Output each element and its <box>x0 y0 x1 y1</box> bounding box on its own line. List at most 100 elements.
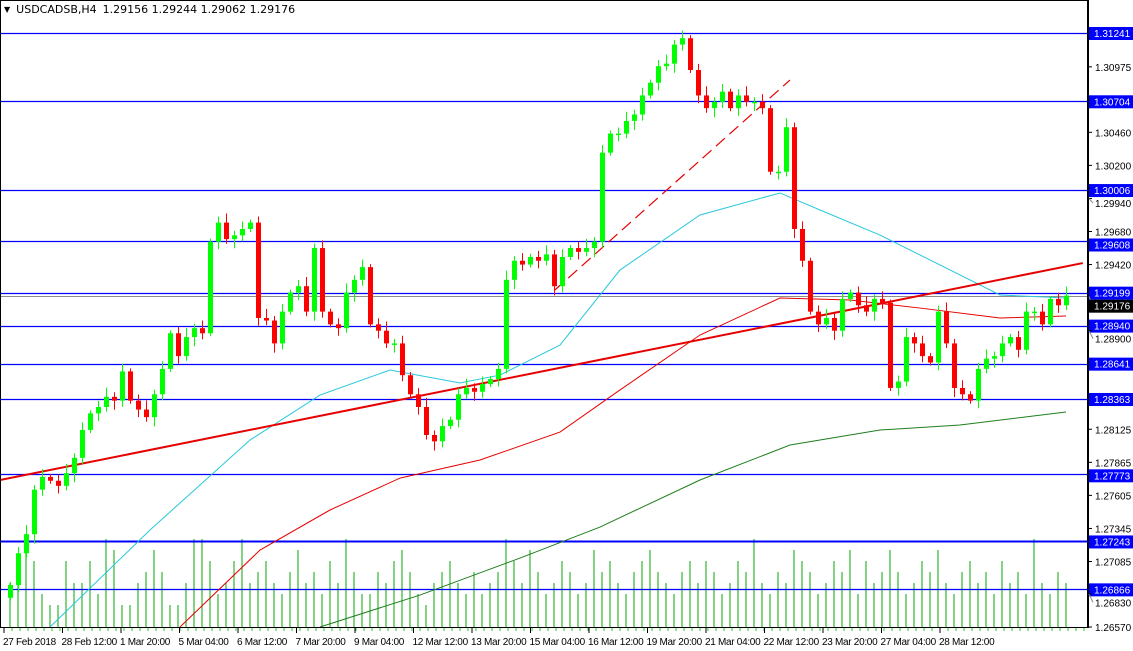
price-tick-label: 1.30975 <box>1095 63 1132 74</box>
level-label: 1.28363 <box>1094 395 1131 406</box>
bull-candle <box>632 114 637 121</box>
bull-candle <box>984 358 989 369</box>
horizontal-levels <box>0 32 1088 591</box>
bull-candle <box>32 489 37 535</box>
level-label-box <box>1089 357 1133 371</box>
ma-fast-line <box>49 192 1067 628</box>
bear-candle <box>424 407 429 435</box>
bear-candle <box>792 127 797 229</box>
time-tick-label: 12 Mar 12:00 <box>413 637 469 648</box>
current-price-box <box>1089 299 1133 313</box>
price-tick-label: 1.30460 <box>1095 128 1132 139</box>
level-label: 1.29199 <box>1094 289 1131 300</box>
bull-candle <box>608 133 613 153</box>
time-tick-label: 28 Mar 12:00 <box>939 637 995 648</box>
bull-candle <box>288 292 293 312</box>
time-tick-label: 27 Mar 04:00 <box>881 637 937 648</box>
level-label: 1.26866 <box>1094 585 1131 596</box>
bull-candle <box>992 356 997 359</box>
bull-candle <box>840 298 845 331</box>
time-tick-label: 27 Feb 2018 <box>3 637 57 648</box>
bull-candle <box>8 585 13 598</box>
bull-candle <box>248 222 253 229</box>
bull-candle <box>648 82 653 96</box>
bull-candle <box>488 379 493 385</box>
bull-candle <box>720 91 725 102</box>
bull-candle <box>104 396 109 407</box>
level-label-box <box>1089 238 1133 252</box>
bull-candle <box>64 473 69 486</box>
bear-candle <box>968 394 973 401</box>
bear-candle <box>328 311 333 325</box>
bear-candle <box>128 371 133 401</box>
bear-candle <box>400 343 405 376</box>
bear-candle <box>472 387 477 392</box>
bull-candle <box>664 63 669 67</box>
bull-candle <box>824 317 829 325</box>
trendlines <box>0 79 1083 481</box>
bear-candle <box>768 108 773 172</box>
bear-candle <box>696 70 701 96</box>
bear-candle <box>856 292 861 306</box>
bull-candle <box>544 254 549 261</box>
label-leader <box>1088 330 1094 339</box>
bull-candle <box>280 311 285 344</box>
plot-frame <box>0 0 1088 628</box>
bull-candle <box>88 413 93 430</box>
level-label: 1.31241 <box>1094 29 1131 40</box>
bull-candle <box>1024 311 1029 350</box>
triangle-down-icon[interactable]: ▼ <box>4 5 11 14</box>
bull-candle <box>168 333 173 369</box>
bear-candle <box>56 480 61 486</box>
level-label: 1.29608 <box>1094 241 1131 252</box>
bull-candle <box>16 553 21 586</box>
price-axis: 1.31241 1.30975 1.30704 1.30460 1.30200 1.300… <box>1088 0 1133 634</box>
bear-candle <box>864 305 869 312</box>
bull-candle <box>240 228 245 236</box>
level-label-box <box>1089 535 1133 549</box>
bull-candle <box>448 419 453 427</box>
bear-candle <box>728 91 733 109</box>
time-tick-label: 21 Mar 04:00 <box>705 637 761 648</box>
bear-candle <box>416 394 421 407</box>
bull-candle <box>24 534 29 554</box>
bull-candle <box>592 241 597 249</box>
bear-candle <box>272 320 277 344</box>
bear-candle <box>760 101 765 109</box>
bull-candle <box>464 387 469 395</box>
bull-candle <box>80 429 85 458</box>
bull-candle <box>496 368 501 380</box>
bear-candle <box>48 476 53 481</box>
bull-candle <box>560 256 565 287</box>
time-tick-label: 6 Mar 12:00 <box>237 637 288 648</box>
bull-candle <box>296 286 301 293</box>
bear-candle <box>368 267 373 325</box>
bull-candle <box>208 241 213 334</box>
price-tick-label: 1.29680 <box>1095 228 1132 239</box>
time-axis: 27 Feb 2018 28 Feb 12:00 1 Mar 20:00 5 Mar … <box>3 628 1085 648</box>
bear-candle <box>576 248 581 252</box>
time-tick-label: 28 Feb 12:00 <box>62 637 118 648</box>
bull-candle <box>40 476 45 490</box>
current-price-label: 1.29176 <box>1094 302 1131 313</box>
bear-candle <box>808 260 813 312</box>
bull-candle <box>784 127 789 172</box>
bull-candle <box>872 298 877 312</box>
bear-candle <box>384 330 389 344</box>
time-tick-label: 5 Mar 04:00 <box>179 637 230 648</box>
support-trendline <box>0 262 1083 481</box>
bull-candle <box>72 457 77 474</box>
price-tick-label: 1.27865 <box>1095 458 1132 469</box>
level-label: 1.28940 <box>1094 322 1131 333</box>
bull-candle <box>528 256 533 265</box>
bull-candle <box>1048 298 1053 325</box>
bull-candle <box>312 248 317 312</box>
bear-candle <box>552 254 557 287</box>
bull-candle <box>184 337 189 357</box>
bull-candle <box>736 95 741 109</box>
rising-channel-trendline <box>554 79 791 291</box>
label-leader <box>1088 593 1094 603</box>
bear-candle <box>960 387 965 395</box>
price-tick-label: 1.29940 <box>1095 199 1132 210</box>
